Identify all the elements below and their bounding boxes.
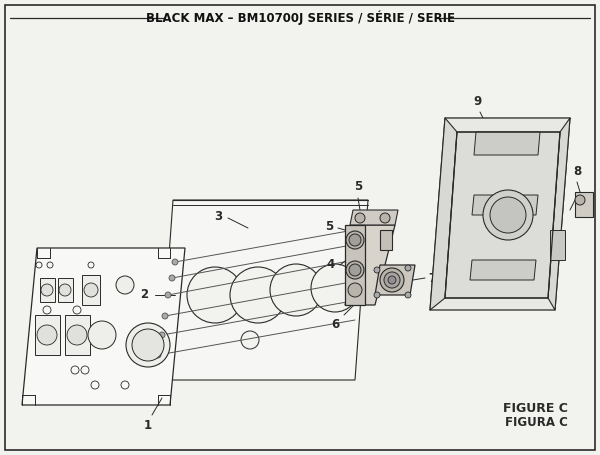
Bar	[550, 230, 565, 260]
Circle shape	[405, 292, 411, 298]
Text: 5: 5	[325, 219, 333, 233]
Polygon shape	[40, 278, 55, 302]
Circle shape	[41, 284, 53, 296]
Circle shape	[575, 195, 585, 205]
Polygon shape	[474, 132, 540, 155]
Text: 2: 2	[140, 288, 148, 302]
Circle shape	[374, 267, 380, 273]
Circle shape	[155, 352, 161, 358]
Polygon shape	[345, 225, 395, 305]
Text: 5: 5	[354, 180, 362, 193]
Circle shape	[59, 284, 71, 296]
Text: FIGURE C: FIGURE C	[503, 401, 568, 415]
Polygon shape	[472, 195, 538, 215]
Polygon shape	[65, 315, 90, 355]
Circle shape	[165, 292, 171, 298]
Circle shape	[380, 213, 390, 223]
Bar	[575, 192, 593, 217]
Circle shape	[483, 190, 533, 240]
Circle shape	[349, 264, 361, 276]
Polygon shape	[350, 210, 398, 225]
Circle shape	[187, 267, 243, 323]
Text: FIGURA C: FIGURA C	[505, 415, 568, 429]
Circle shape	[84, 283, 98, 297]
Polygon shape	[375, 265, 415, 295]
Circle shape	[116, 276, 134, 294]
Polygon shape	[430, 118, 570, 310]
Circle shape	[388, 276, 396, 284]
Circle shape	[172, 259, 178, 265]
Text: BLACK MAX – BM10700J SERIES / SÉRIE / SERIE: BLACK MAX – BM10700J SERIES / SÉRIE / SE…	[146, 11, 455, 25]
Polygon shape	[58, 278, 73, 302]
Circle shape	[311, 264, 359, 312]
Text: 7: 7	[428, 272, 436, 284]
Circle shape	[346, 231, 364, 249]
Circle shape	[349, 234, 361, 246]
Circle shape	[405, 265, 411, 271]
Circle shape	[126, 323, 170, 367]
Text: 3: 3	[214, 209, 222, 222]
Circle shape	[230, 267, 286, 323]
Text: 8: 8	[573, 165, 581, 178]
Circle shape	[169, 275, 175, 281]
Circle shape	[348, 283, 362, 297]
Polygon shape	[430, 118, 457, 310]
Text: 6: 6	[332, 318, 340, 331]
Circle shape	[374, 292, 380, 298]
Circle shape	[241, 331, 259, 349]
Polygon shape	[345, 225, 365, 305]
Circle shape	[270, 264, 322, 316]
Circle shape	[132, 329, 164, 361]
Circle shape	[355, 213, 365, 223]
Polygon shape	[22, 248, 185, 405]
Circle shape	[346, 261, 364, 279]
Bar	[380, 230, 392, 250]
Polygon shape	[548, 118, 570, 310]
Text: 1: 1	[144, 419, 152, 432]
Circle shape	[37, 325, 57, 345]
Text: 9: 9	[474, 95, 482, 108]
Text: 4: 4	[327, 258, 335, 272]
Circle shape	[159, 332, 165, 338]
Circle shape	[380, 268, 404, 292]
Circle shape	[67, 325, 87, 345]
Polygon shape	[160, 200, 368, 380]
Circle shape	[384, 272, 400, 288]
Polygon shape	[445, 132, 560, 298]
Polygon shape	[82, 275, 100, 305]
Circle shape	[162, 313, 168, 319]
Polygon shape	[35, 315, 60, 355]
Circle shape	[490, 197, 526, 233]
Circle shape	[88, 321, 116, 349]
Polygon shape	[470, 260, 536, 280]
